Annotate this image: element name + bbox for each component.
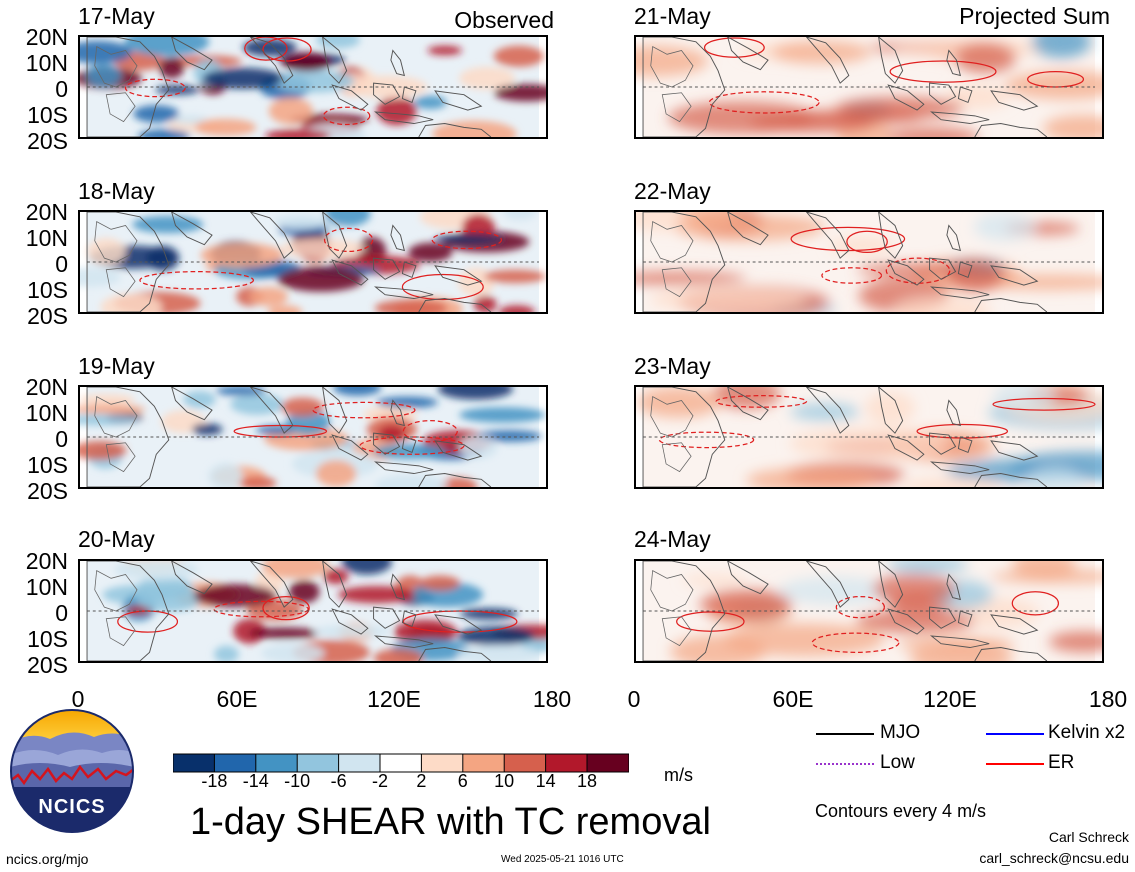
lat-label-1-3: 10S bbox=[27, 102, 68, 128]
panel-date-right-1: 21-May bbox=[634, 3, 711, 29]
lat-label-2-2: 0 bbox=[55, 251, 68, 277]
map-projected-2 bbox=[634, 210, 1104, 314]
lat-label-4-0: 20N bbox=[25, 548, 68, 574]
lon-label-right-0: 0 bbox=[627, 686, 641, 712]
map-projected-3 bbox=[634, 385, 1104, 489]
panel-date-left-4: 20-May bbox=[78, 526, 155, 552]
colorbar-tick-label: 14 bbox=[535, 771, 556, 791]
lat-label-3-1: 10N bbox=[25, 400, 68, 426]
colorbar-swatch bbox=[172, 753, 216, 773]
colorbar-tick-label: 6 bbox=[457, 771, 468, 791]
map-observed-3 bbox=[78, 385, 548, 489]
lat-label-1-1: 10N bbox=[25, 50, 68, 76]
footer-author: Carl Schreck bbox=[1048, 829, 1129, 845]
legend-er-line bbox=[986, 763, 1044, 765]
panel-date-right-4: 24-May bbox=[634, 526, 711, 552]
colorbar-swatch bbox=[296, 753, 340, 773]
lon-label-left-60e: 60E bbox=[216, 686, 258, 712]
colorbar-swatch bbox=[213, 753, 257, 773]
lat-label-3-0: 20N bbox=[25, 374, 68, 400]
legend-low-line bbox=[816, 763, 874, 765]
colorbar-swatch bbox=[420, 753, 464, 773]
panel-date-right-3: 23-May bbox=[634, 353, 711, 379]
panel-date-left-2: 18-May bbox=[78, 178, 155, 204]
lat-label-2-1: 10N bbox=[25, 225, 68, 251]
lat-label-2-4: 20S bbox=[27, 303, 68, 329]
colorbar-swatch bbox=[503, 753, 547, 773]
lon-label-left-180: 180 bbox=[532, 686, 572, 712]
lon-label-right-120e: 120E bbox=[923, 686, 977, 712]
lat-label-4-3: 10S bbox=[27, 626, 68, 652]
colorbar-tick-label: 18 bbox=[576, 771, 598, 791]
lat-label-1-2: 0 bbox=[55, 76, 68, 102]
legend-kelvin-label: Kelvin x2 bbox=[1048, 722, 1126, 743]
footer-url: ncics.org/mjo bbox=[6, 851, 89, 867]
projected-header: Projected Sum bbox=[959, 3, 1110, 29]
lat-label-3-4: 20S bbox=[27, 478, 68, 504]
colorbar-swatch bbox=[586, 753, 630, 773]
map-projected-1 bbox=[634, 35, 1104, 139]
colorbar bbox=[172, 753, 630, 778]
legend-mjo-label: MJO bbox=[880, 722, 921, 743]
colorbar-units: m/s bbox=[664, 765, 693, 785]
footer-email: carl_schreck@ncsu.edu bbox=[979, 850, 1129, 866]
legend-low-label: Low bbox=[880, 752, 915, 773]
lat-label-2-3: 10S bbox=[27, 277, 68, 303]
map-observed-1 bbox=[78, 35, 548, 139]
map-observed-4 bbox=[78, 559, 548, 663]
colorbar-tick-label: -10 bbox=[284, 771, 311, 791]
lat-label-4-4: 20S bbox=[27, 652, 68, 678]
footer-timestamp: Wed 2025-05-21 1016 UTC bbox=[501, 854, 624, 865]
colorbar-tick-label: 2 bbox=[416, 771, 427, 791]
main-title: 1-day SHEAR with TC removal bbox=[190, 801, 711, 843]
legend-kelvin-line bbox=[986, 733, 1044, 735]
colorbar-swatch bbox=[379, 753, 423, 773]
colorbar-tick-label: 10 bbox=[494, 771, 515, 791]
panel-date-left-3: 19-May bbox=[78, 353, 155, 379]
colorbar-tick-label: -6 bbox=[330, 771, 347, 791]
map-projected-4 bbox=[634, 559, 1104, 663]
colorbar-swatch bbox=[545, 753, 589, 773]
colorbar-tick-label: -14 bbox=[242, 771, 269, 791]
colorbar-swatch bbox=[255, 753, 299, 773]
lon-label-left-120e: 120E bbox=[367, 686, 421, 712]
panel-date-right-2: 22-May bbox=[634, 178, 711, 204]
lon-label-right-180: 180 bbox=[1088, 686, 1128, 712]
colorbar-tick-label: -18 bbox=[201, 771, 228, 791]
panel-date-left-1: 17-May bbox=[78, 3, 155, 29]
ncics-logo: NCICS bbox=[10, 709, 134, 833]
lat-label-2-0: 20N bbox=[25, 199, 68, 225]
lat-label-3-3: 10S bbox=[27, 452, 68, 478]
lat-label-4-1: 10N bbox=[25, 574, 68, 600]
observed-header: Observed bbox=[454, 7, 554, 33]
contour-note: Contours every 4 m/s bbox=[815, 801, 987, 821]
legend-mjo-line bbox=[816, 733, 874, 735]
lat-label-4-2: 0 bbox=[55, 600, 68, 626]
map-observed-2 bbox=[78, 210, 548, 314]
lat-label-3-2: 0 bbox=[55, 426, 68, 452]
lat-label-1-0: 20N bbox=[25, 24, 68, 50]
colorbar-swatch bbox=[338, 753, 382, 773]
lat-label-1-4: 20S bbox=[27, 128, 68, 154]
legend-er-label: ER bbox=[1048, 752, 1075, 773]
lon-label-left-0: 0 bbox=[71, 686, 85, 712]
colorbar-swatch bbox=[462, 753, 506, 773]
ncics-logo-text: NCICS bbox=[38, 796, 105, 818]
lon-label-right-60e: 60E bbox=[772, 686, 814, 712]
colorbar-tick-label: -2 bbox=[371, 771, 388, 791]
